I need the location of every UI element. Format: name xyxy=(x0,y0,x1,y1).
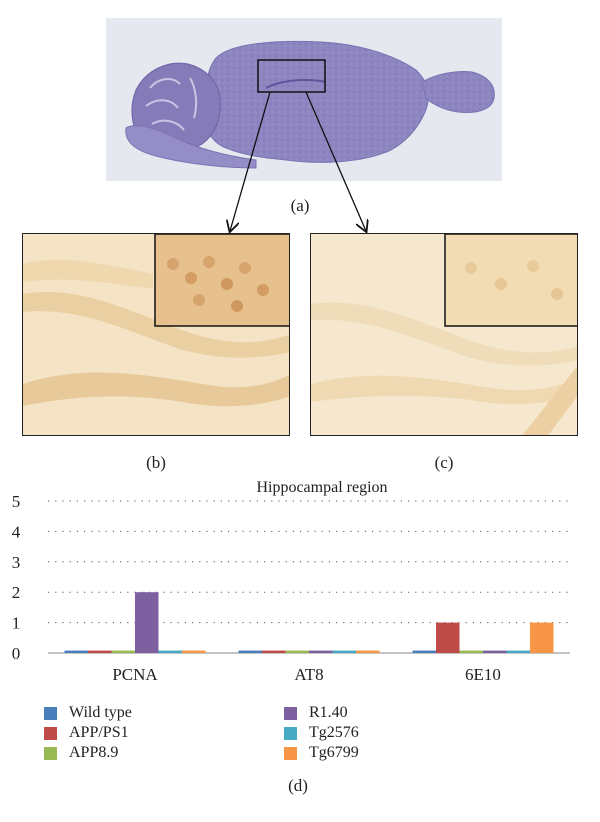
bar-6E10-R1.40 xyxy=(483,650,507,653)
legend-item: Tg6799 xyxy=(284,744,359,762)
legend-swatch xyxy=(44,746,57,760)
legend-label: APP8.9 xyxy=(69,744,119,761)
bar-PCNA-Tg6799 xyxy=(182,650,206,653)
legend-item: APP/PS1 xyxy=(44,724,129,742)
bar-AT8-APP8.9 xyxy=(285,650,309,653)
bar-PCNA-Tg2576 xyxy=(158,650,182,653)
bar-AT8-Wild type xyxy=(238,650,262,653)
x-tick-label: 6E10 xyxy=(465,665,501,684)
legend-item: Wild type xyxy=(44,704,132,722)
legend-swatch xyxy=(284,706,297,720)
legend-label: APP/PS1 xyxy=(69,724,129,741)
bar-6E10-Wild type xyxy=(412,650,436,653)
legend-item: APP8.9 xyxy=(44,744,118,762)
x-tick-label: AT8 xyxy=(294,665,323,684)
legend-label: R1.40 xyxy=(309,704,348,721)
hippocampal-bar-chart: Hippocampal region 0 1 2 3 4 5 PCNA AT8 6E10 xyxy=(12,479,570,684)
panel-d-label: (d) xyxy=(288,776,308,795)
x-tick-label: PCNA xyxy=(112,665,158,684)
bar-AT8-APP/PS1 xyxy=(262,650,286,653)
bar-PCNA-APP8.9 xyxy=(111,650,135,653)
chart-y-ticks: 0 1 2 3 4 5 xyxy=(12,492,21,663)
zoom-arrows xyxy=(0,91,600,240)
y-tick-label: 0 xyxy=(12,644,21,663)
chart-bars xyxy=(64,592,554,653)
legend-swatch xyxy=(44,726,57,740)
y-tick-label: 5 xyxy=(12,492,21,511)
brain-section-drawing xyxy=(125,40,495,169)
legend-label: Tg6799 xyxy=(309,744,359,761)
chart-gridlines xyxy=(48,500,570,654)
bar-6E10-Tg2576 xyxy=(506,650,530,653)
arrow-to-c xyxy=(305,91,366,231)
y-tick-label: 1 xyxy=(12,614,21,633)
legend-swatch xyxy=(44,706,57,720)
legend-label: Wild type xyxy=(69,704,132,721)
bar-6E10-Tg6799 xyxy=(530,622,554,653)
bar-6E10-APP/PS1 xyxy=(436,622,460,653)
y-tick-label: 2 xyxy=(12,583,21,602)
chart-title: Hippocampal region xyxy=(256,479,387,496)
legend-item: R1.40 xyxy=(284,704,348,722)
panel-a-label: (a) xyxy=(290,196,310,215)
bar-PCNA-APP/PS1 xyxy=(88,650,112,653)
bar-AT8-Tg6799 xyxy=(356,650,380,653)
chart-x-ticks: PCNA AT8 6E10 xyxy=(112,665,501,684)
bar-AT8-R1.40 xyxy=(309,650,333,653)
bar-AT8-Tg2576 xyxy=(332,650,356,653)
y-tick-label: 3 xyxy=(12,553,21,572)
legend-swatch xyxy=(284,746,297,760)
legend-label: Tg2576 xyxy=(309,724,359,741)
panel-c-label: (c) xyxy=(434,453,454,472)
arrow-to-b xyxy=(230,91,271,231)
bar-6E10-APP8.9 xyxy=(459,650,483,653)
micrograph-b xyxy=(22,233,290,436)
bar-PCNA-Wild type xyxy=(64,650,88,653)
panel-b-label: (b) xyxy=(146,453,166,472)
bar-PCNA-R1.40 xyxy=(135,592,159,653)
legend-item: Tg2576 xyxy=(284,724,359,742)
y-tick-label: 4 xyxy=(12,522,21,541)
micrograph-c xyxy=(310,233,578,436)
brain-section-image xyxy=(106,18,502,181)
legend-swatch xyxy=(284,726,297,740)
